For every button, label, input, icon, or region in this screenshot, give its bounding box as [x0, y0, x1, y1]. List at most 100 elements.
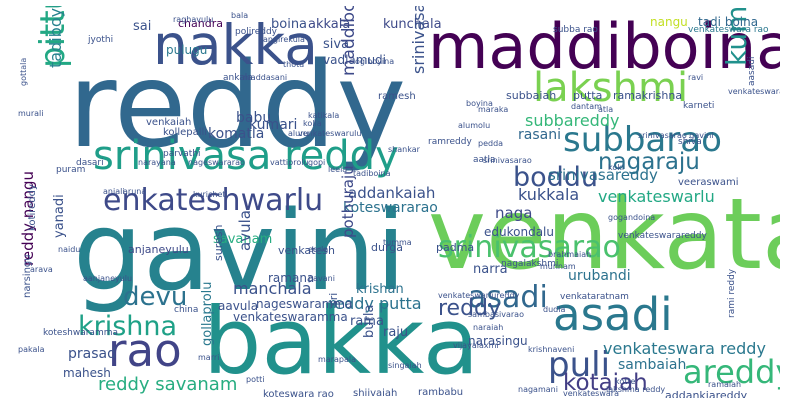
word-112: nagalakshmi [501, 259, 559, 269]
word-48: naga [495, 204, 533, 222]
word-46: venkateswarlu [598, 187, 715, 206]
word-62: manchala [233, 279, 312, 298]
word-31: kunchala [383, 17, 442, 32]
word-cloud: reddy gavinibakkavenkata maddiboina nakka la… [8, 6, 780, 398]
word-38: kumari [249, 117, 298, 133]
word-121: vijayalaxmi [453, 341, 499, 350]
word-65: urubandi [568, 268, 631, 284]
word-74: gollaprolu [200, 281, 215, 346]
word-9: srinivasarao [438, 230, 621, 265]
word-160: venkateswarlureddy [438, 291, 520, 300]
word-126: katikala [308, 111, 340, 120]
word-152: eerla [308, 245, 329, 254]
word-51: edukondalu [484, 225, 554, 239]
word-138: shiva [678, 137, 702, 147]
word-102: ankala [223, 73, 253, 83]
word-132: dantam [571, 102, 602, 111]
word-80: koteswara rao [263, 389, 334, 399]
word-30: akkala [308, 17, 351, 32]
word-32: nangu [650, 15, 688, 29]
word-98: ogiboyina [355, 57, 395, 66]
word-165: singaiah [388, 361, 422, 370]
word-6: lakshmi [533, 65, 689, 111]
word-63: reddy putta [328, 294, 422, 313]
word-79: addankiareddy [665, 389, 748, 398]
word-161: dudla [543, 305, 566, 314]
word-41: babu [236, 110, 272, 126]
word-89: puram [56, 165, 86, 175]
word-90: kollepalli [163, 127, 208, 138]
word-85: putta [573, 89, 603, 102]
word-72: ramana [268, 271, 315, 285]
word-146: tadiboina [353, 169, 391, 178]
word-40: srinivasa rao [409, 6, 428, 74]
word-170: shankar [388, 145, 420, 154]
word-92: parvathi [163, 149, 201, 159]
word-144: gopi [308, 158, 326, 167]
word-49: addankaiah [348, 184, 436, 202]
word-66: narra [473, 262, 508, 277]
word-111: munnam [540, 262, 576, 271]
word-151: kuricheti [193, 190, 228, 199]
word-69: burla [362, 304, 377, 338]
word-36: pulugu [166, 43, 208, 57]
word-128: venkateswarulu [298, 129, 362, 138]
word-19: krishna [78, 311, 178, 342]
word-81: shiivaiah [353, 388, 398, 399]
word-157: pavani [308, 274, 335, 283]
word-70: nageswaramma [256, 297, 353, 311]
word-0: reddy [68, 36, 407, 174]
word-54: venkatesh [278, 244, 335, 257]
word-34: venkateswara rao [688, 25, 769, 35]
word-43: subbareddy [525, 111, 620, 130]
word-58: padma [436, 241, 475, 254]
word-33: tadi boina [698, 15, 759, 29]
word-91: venkaiah [146, 117, 192, 128]
word-17: puli [548, 345, 611, 385]
word-133: atla [598, 105, 614, 114]
word-103: maddasani [243, 73, 288, 82]
word-1: gavini [73, 187, 407, 315]
word-61: narsingu [22, 254, 33, 298]
word-141: narayana [138, 158, 176, 167]
word-35: siva [323, 37, 350, 52]
word-145: leela [328, 165, 348, 174]
word-29: boina [271, 17, 308, 32]
word-78: sambaiah [618, 357, 687, 373]
word-106: sri [327, 292, 340, 306]
word-87: veeraswami [678, 177, 739, 188]
word-28: chandra [178, 17, 223, 30]
word-137: aasadi [747, 56, 757, 86]
word-148: koki [608, 163, 625, 172]
word-120: marapala [318, 355, 356, 364]
word-99: angirekula [263, 35, 305, 44]
word-169: ramaiah [708, 380, 742, 389]
word-134: maraka [478, 105, 509, 114]
word-101: thota [283, 60, 305, 69]
word-158: tumma [383, 238, 412, 247]
word-155: arava [30, 265, 53, 274]
word-117: lakshma reddy [606, 385, 666, 394]
word-135: venkateswaramma [728, 87, 780, 96]
word-64: krishan [356, 282, 404, 297]
word-116: kotte [615, 377, 636, 386]
word-55: avula [236, 210, 254, 251]
word-139: ramreddy [428, 137, 472, 147]
word-150: aruna [123, 187, 147, 196]
word-47: kukkala [518, 185, 580, 204]
word-11: enkateshwarlu [103, 183, 324, 218]
word-4: maddiboina [428, 10, 780, 83]
word-16: rao [108, 324, 182, 377]
word-20: devu [123, 282, 188, 312]
word-110: aatla [473, 155, 496, 165]
word-97: subba rao [553, 25, 598, 35]
word-96: polireddy [235, 27, 278, 37]
word-18: areddy [683, 353, 780, 391]
word-119: potti [246, 375, 265, 384]
word-86: ramakrishna [613, 89, 683, 102]
word-76: mahesh [63, 366, 111, 380]
word-25: venkateswara reddy [603, 339, 766, 358]
word-114: rami reddy [727, 268, 737, 318]
word-147: srinivasarao [483, 156, 532, 165]
word-163: krishnaveni [528, 345, 575, 354]
